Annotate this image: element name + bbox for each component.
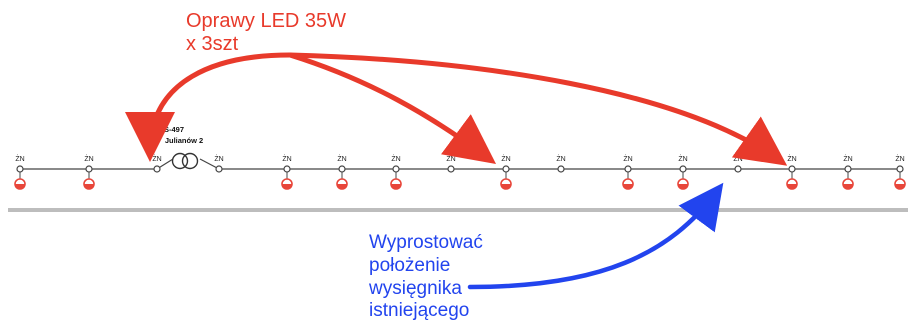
- pole-node: [679, 165, 687, 173]
- lamp-icon: [894, 172, 906, 190]
- pole-node: [788, 165, 796, 173]
- pole-9: ŻN: [500, 154, 512, 190]
- lamp-icon: [336, 172, 348, 190]
- pole-2: ŻN: [83, 154, 95, 190]
- pole-label: ŻN: [152, 154, 161, 163]
- pole-label: ŻN: [446, 154, 455, 163]
- transformer-icon: [171, 152, 199, 170]
- pole-13: ŻN: [733, 154, 743, 173]
- pole-14: ŻN: [786, 154, 798, 190]
- pole-label: ŻN: [282, 154, 291, 163]
- lamp-icon: [842, 172, 854, 190]
- poles-group: ŻN ŻN ŻN ŻN ŻN ŻN ŻN ŻN ŻN ŻN ŻN ŻN ŻN ŻN ŻN ŻN: [14, 154, 906, 190]
- pole-label: ŻN: [843, 154, 852, 163]
- pole-label: ŻN: [391, 154, 400, 163]
- road-edge: [8, 208, 908, 212]
- pole-7: ŻN: [390, 154, 402, 190]
- station-name: Julianów 2: [165, 136, 203, 145]
- lamp-icon: [677, 172, 689, 190]
- pole-node: [624, 165, 632, 173]
- pole-1: ŻN: [14, 154, 26, 190]
- red-arrow-to-pole-13: [287, 52, 788, 166]
- pole-label: ŻN: [733, 154, 742, 163]
- blue-note-line1: Wyprostować: [369, 232, 483, 253]
- pole-label: ŻN: [895, 154, 904, 163]
- pole-label: ŻN: [214, 154, 223, 163]
- pole-16: ŻN: [894, 154, 906, 190]
- pole-node: [896, 165, 904, 173]
- pole-label: ŻN: [337, 154, 346, 163]
- lamp-icon: [786, 172, 798, 190]
- blue-note-line4: istniejącego: [369, 300, 469, 320]
- pole-node: [215, 165, 223, 173]
- lamp-icon: [83, 172, 95, 190]
- pole-12: ŻN: [677, 154, 689, 190]
- red-annotation: Oprawy LED 35W x 3szt: [125, 10, 788, 166]
- pole-10: ŻN: [556, 154, 566, 173]
- station-id: S-497: [164, 125, 184, 134]
- pole-label: ŻN: [623, 154, 632, 163]
- pole-label: ŻN: [678, 154, 687, 163]
- lamp-icon: [622, 172, 634, 190]
- pole-node: [153, 165, 161, 173]
- pole-5: ŻN: [281, 154, 293, 190]
- blue-arrow-to-pole-12: [467, 182, 724, 290]
- pole-node: [392, 165, 400, 173]
- pole-11: ŻN: [622, 154, 634, 190]
- pole-node: [283, 165, 291, 173]
- blue-note-line2: położenie: [369, 255, 450, 276]
- lamp-icon: [500, 172, 512, 190]
- pole-node: [16, 165, 24, 173]
- pole-label: ŻN: [501, 154, 510, 163]
- pole-label: ŻN: [787, 154, 796, 163]
- blue-note-line3: wysięgnika: [368, 278, 462, 299]
- station-s497: S-497 Julianów 2: [156, 125, 220, 170]
- lamp-icon: [390, 172, 402, 190]
- pole-6: ŻN: [336, 154, 348, 190]
- pole-4: ŻN: [214, 154, 224, 173]
- pole-8: ŻN: [446, 154, 456, 173]
- pole-label: ŻN: [556, 154, 565, 163]
- pole-node: [85, 165, 93, 173]
- lamp-icon: [14, 172, 26, 190]
- pole-node: [338, 165, 346, 173]
- pole-node: [557, 165, 565, 173]
- red-arrow-to-station: [125, 52, 293, 162]
- pole-node: [502, 165, 510, 173]
- red-arrow-to-pole-9: [287, 52, 497, 164]
- blue-annotation: Wyprostować położenie wysięgnika istniej…: [368, 182, 724, 320]
- red-note-line2: x 3szt: [186, 33, 239, 55]
- lamp-icon: [281, 172, 293, 190]
- pole-label: ŻN: [84, 154, 93, 163]
- pole-node: [447, 165, 455, 173]
- pole-node: [844, 165, 852, 173]
- red-note-line1: Oprawy LED 35W: [186, 10, 346, 32]
- pole-node: [734, 165, 742, 173]
- pole-label: ŻN: [15, 154, 24, 163]
- pole-15: ŻN: [842, 154, 854, 190]
- pole-3: ŻN: [152, 154, 162, 173]
